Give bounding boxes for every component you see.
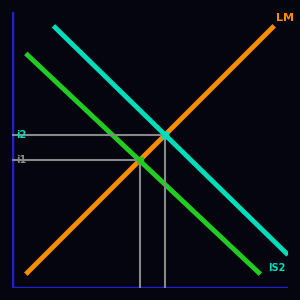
Text: i2: i2 bbox=[16, 130, 26, 140]
Text: i1: i1 bbox=[16, 155, 26, 166]
Text: IS2: IS2 bbox=[268, 263, 285, 273]
Text: LM: LM bbox=[276, 13, 294, 23]
Bar bbox=[136, 158, 142, 164]
Bar bbox=[162, 132, 168, 138]
